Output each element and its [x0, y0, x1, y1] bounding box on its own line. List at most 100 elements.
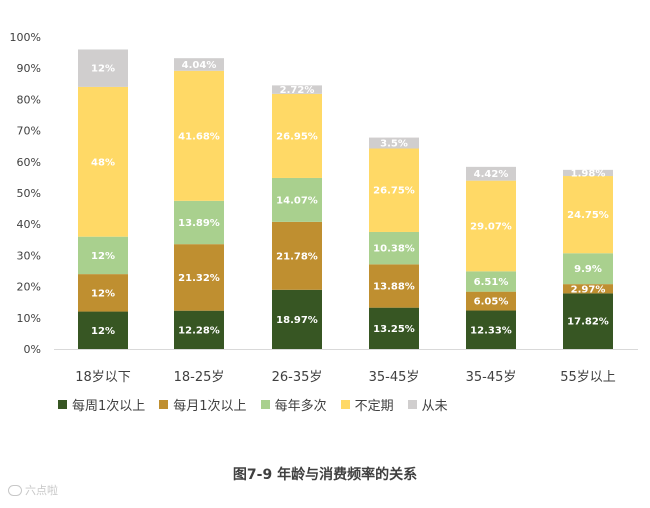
- x-tick-label: 35-45岁: [466, 370, 517, 385]
- y-tick-label: 40%: [17, 218, 41, 231]
- bar-segment: [78, 236, 128, 275]
- bar-segment: [466, 271, 516, 292]
- x-tick-label: 18-25岁: [174, 370, 225, 385]
- bar-segment: [466, 291, 516, 311]
- legend-swatch: [407, 400, 417, 409]
- data-label: 12%: [91, 251, 115, 262]
- bar-segment: [78, 49, 128, 87]
- bar-segment: [466, 180, 516, 272]
- bar-segment: [272, 177, 322, 222]
- legend-item: 每年多次: [260, 395, 327, 414]
- legend-item: 每周1次以上: [58, 395, 145, 414]
- data-label: 6.05%: [474, 297, 509, 308]
- data-label: 41.68%: [178, 131, 220, 142]
- y-tick-label: 20%: [17, 281, 41, 294]
- y-tick-label: 10%: [17, 312, 41, 325]
- y-tick-label: 90%: [17, 62, 41, 75]
- stacked-bar-chart: 0%10%20%30%40%50%60%70%80%90%100% 12%12%…: [10, 31, 638, 385]
- bar-segment: [78, 274, 128, 312]
- data-label: 24.75%: [567, 210, 609, 221]
- bar-segment: [174, 70, 224, 201]
- data-label: 12%: [91, 64, 115, 75]
- bar-segment: [174, 244, 224, 311]
- data-label: 1.98%: [571, 168, 606, 179]
- y-tick-label: 50%: [17, 187, 41, 200]
- bar-segment: [174, 310, 224, 349]
- watermark: 六点啦: [8, 482, 58, 498]
- y-axis: 0% 10% 20% 30% 40% 50% 60% 70% 80% 90% 100%: [10, 31, 41, 356]
- data-label: 4.04%: [182, 60, 217, 71]
- data-label: 10.38%: [373, 244, 415, 255]
- data-label: 21.78%: [276, 251, 318, 262]
- x-axis: 18岁以下 18-25岁 26-35岁 35-45岁 35-45岁 55岁以上: [54, 349, 638, 385]
- bar-segment: [272, 221, 322, 290]
- bar-segment: [174, 58, 224, 71]
- bar-segment: [563, 253, 613, 285]
- data-label: 6.51%: [474, 277, 509, 288]
- legend-label: 每年多次: [274, 399, 327, 414]
- y-tick-label: 70%: [17, 125, 41, 138]
- data-label: 4.42%: [474, 169, 509, 180]
- y-tick-label: 0%: [24, 343, 41, 356]
- legend-item: 每月1次以上: [159, 395, 247, 414]
- y-tick-label: 30%: [17, 249, 41, 262]
- watermark-text: 六点啦: [25, 484, 58, 497]
- legend-swatch: [260, 400, 270, 409]
- bar-segment: [369, 264, 419, 308]
- x-tick-label: 55岁以上: [560, 370, 616, 385]
- bar-segment: [272, 85, 322, 94]
- y-tick-label: 100%: [10, 31, 41, 44]
- data-label: 14.07%: [276, 195, 318, 206]
- data-label: 13.88%: [373, 282, 415, 293]
- legend-label: 每周1次以上: [72, 399, 146, 414]
- bar-segment: [272, 93, 322, 178]
- data-label: 12.28%: [178, 325, 220, 336]
- data-label: 26.95%: [276, 131, 318, 142]
- figure-caption: 图7-9 年龄与消费频率的关系: [232, 467, 418, 483]
- bar-segment: [272, 289, 322, 349]
- data-label: 18.97%: [276, 315, 318, 326]
- bar-segment: [369, 307, 419, 349]
- x-tick-label: 18岁以下: [75, 370, 131, 385]
- watermark-icon: [8, 484, 22, 496]
- legend-label: 每月1次以上: [173, 399, 247, 414]
- data-label: 48%: [91, 157, 115, 168]
- x-tick-label: 35-45岁: [369, 370, 420, 385]
- data-label: 12%: [91, 288, 115, 299]
- bar-segment: [563, 293, 613, 349]
- x-tick-label: 26-35岁: [272, 370, 323, 385]
- data-label: 13.89%: [178, 218, 220, 229]
- y-tick-label: 60%: [17, 156, 41, 169]
- legend-item: 不定期: [340, 395, 394, 414]
- data-label: 3.5%: [380, 139, 408, 150]
- data-label: 21.32%: [178, 273, 220, 284]
- data-label: 2.72%: [280, 85, 315, 96]
- bar-segment: [563, 284, 613, 294]
- data-label: 9.9%: [574, 264, 602, 275]
- legend-label: 不定期: [354, 399, 394, 414]
- legend: 每周1次以上 每月1次以上 每年多次 不定期 从未: [58, 395, 448, 414]
- bar-segment: [369, 148, 419, 232]
- data-label: 13.25%: [373, 324, 415, 335]
- bar-segment: [563, 176, 613, 254]
- bar-segment: [78, 86, 128, 237]
- bar-segment: [78, 311, 128, 349]
- bars: 12% 12% 12% 48% 12% 12.28% 21.32% 13.89% 41.68% 4…: [78, 49, 613, 349]
- bar-segment: [563, 169, 613, 177]
- bar-segment: [174, 200, 224, 245]
- bar-segment: [369, 231, 419, 265]
- data-label: 17.82%: [567, 317, 609, 328]
- data-label: 26.75%: [373, 186, 415, 197]
- legend-label: 从未: [421, 399, 448, 414]
- bar-segment: [369, 137, 419, 149]
- legend-item: 从未: [407, 395, 448, 414]
- bar-segment: [466, 166, 516, 181]
- legend-swatch: [58, 400, 67, 409]
- data-label: 12.33%: [470, 325, 512, 336]
- data-label: 12%: [91, 326, 115, 337]
- data-label: 2.97%: [571, 284, 606, 295]
- y-tick-label: 80%: [17, 93, 41, 106]
- legend-swatch: [159, 400, 169, 409]
- legend-swatch: [340, 400, 350, 409]
- bar-segment: [466, 310, 516, 349]
